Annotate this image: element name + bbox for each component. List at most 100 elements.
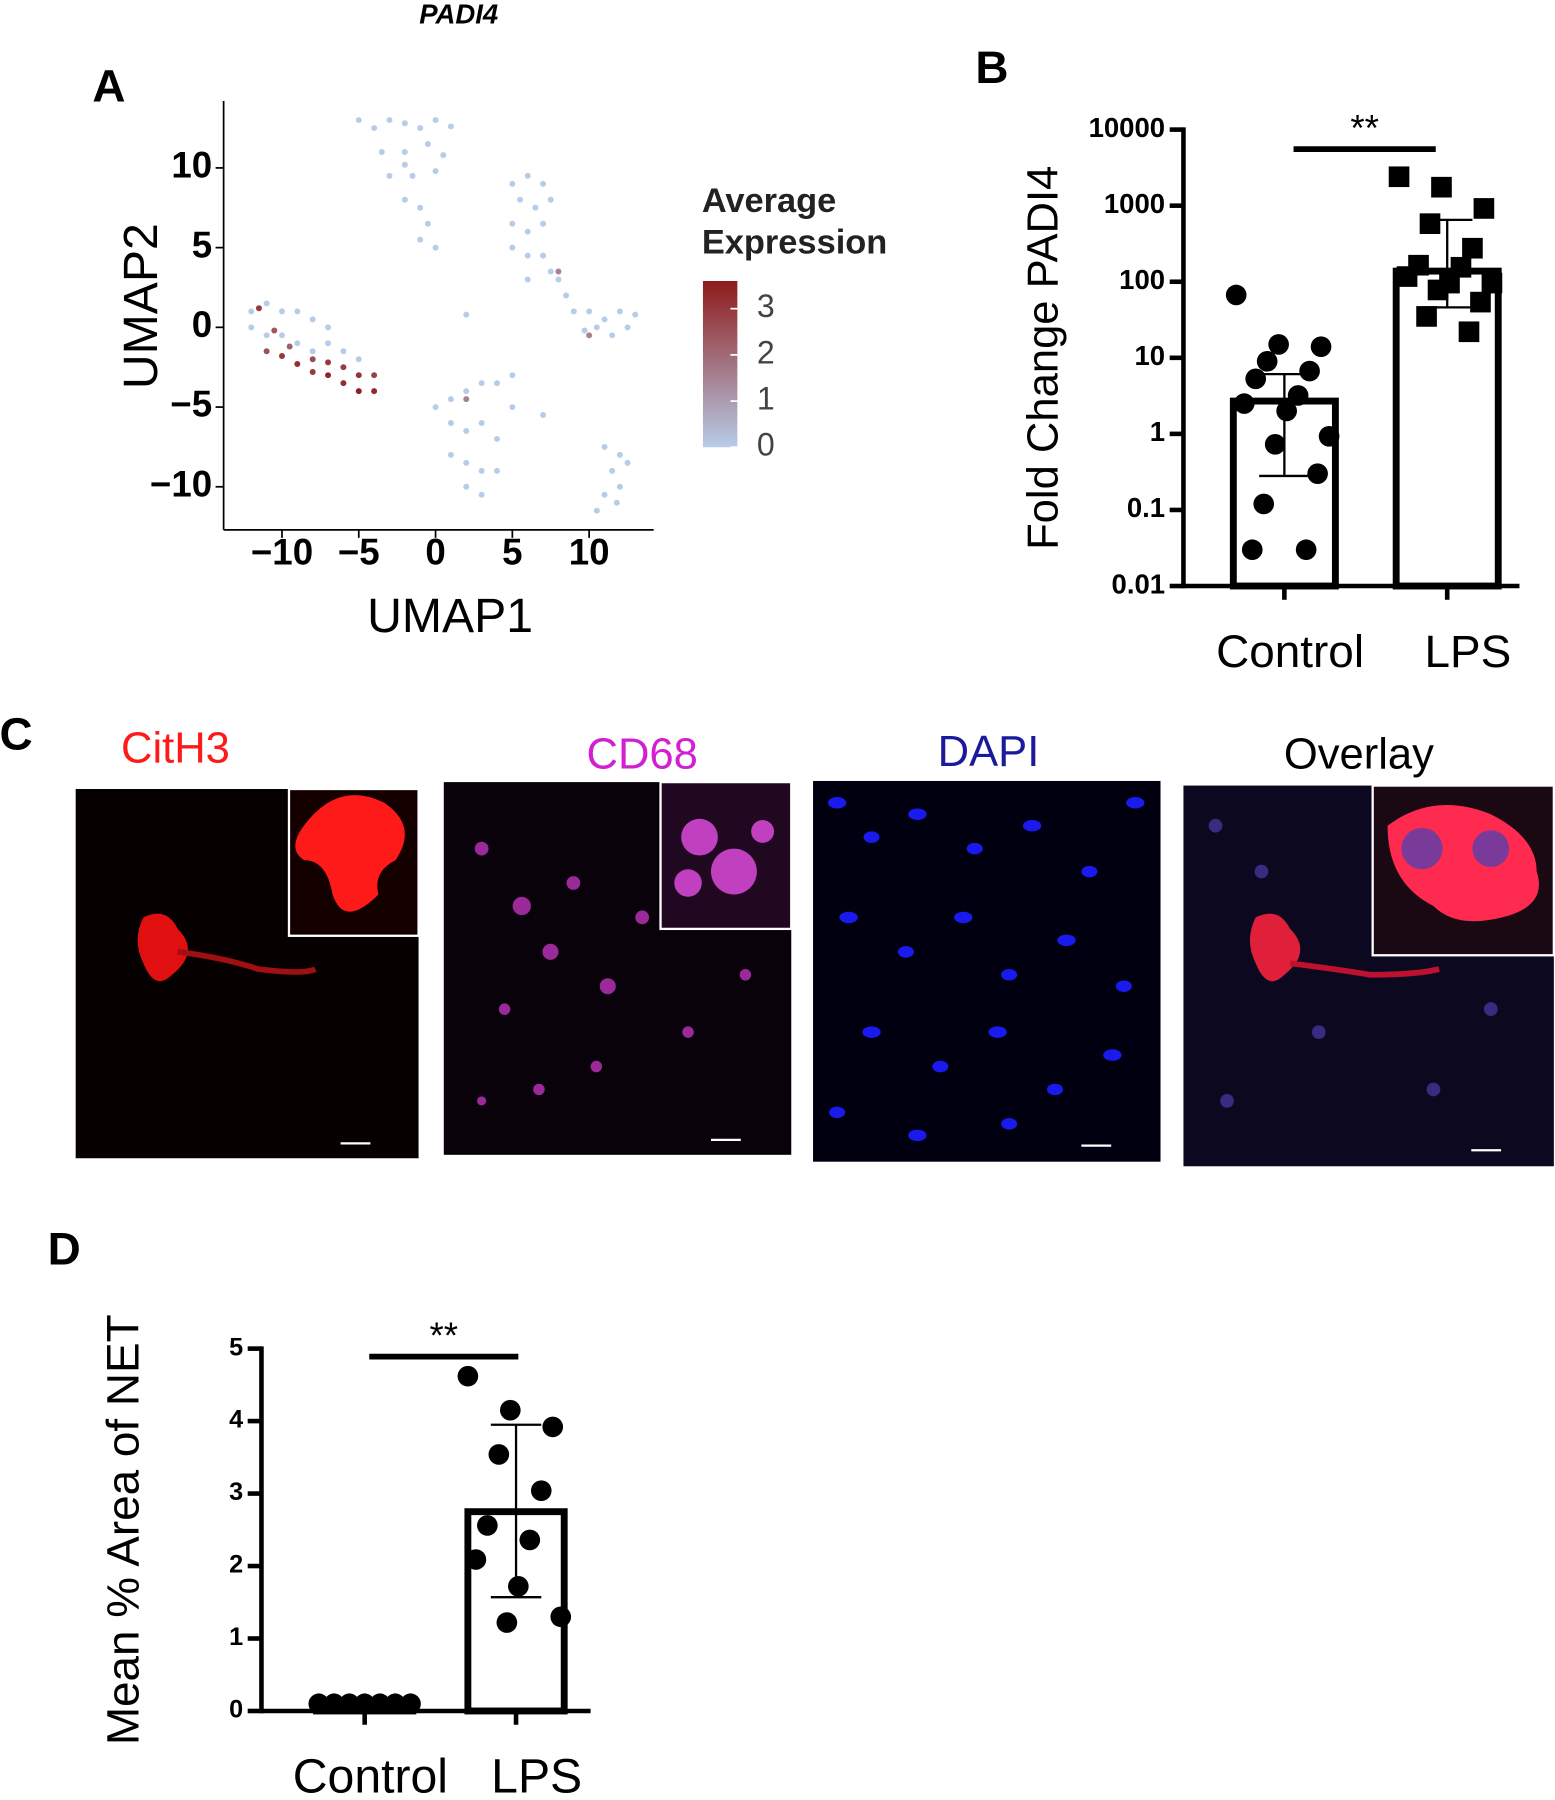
cell-point [371,372,378,379]
x-tick-label: −10 [251,532,313,573]
cell-point [524,172,531,179]
data-point [1388,166,1410,188]
cell-point [386,172,393,179]
cell-point [294,340,301,347]
y-axis-label: Mean % Area of NET [96,1314,148,1745]
image-label: Overlay [1284,730,1434,778]
cell-point [409,172,416,179]
cell-point [586,332,593,339]
cell-point [593,507,600,514]
cell-point [340,380,347,387]
cell-point [325,324,332,331]
cell-point [509,404,516,411]
cell-point [286,343,293,350]
data-point [1396,266,1418,287]
data-point [499,1399,521,1421]
cell-point [509,244,516,251]
cell-point [401,148,408,155]
cell-point [355,356,362,363]
bar [1392,267,1502,590]
figure-title: PADI4 [419,0,498,29]
cell-point [624,459,631,466]
cell-point [463,311,470,318]
colorbar-tick-label: 0 [757,427,775,463]
data-point [1245,368,1267,390]
cell-point [263,332,270,339]
colorbar-tick-label: 3 [757,288,775,324]
x-axis-label: UMAP1 [367,589,533,643]
image-label: DAPI [938,728,1040,776]
cell-point [447,451,454,458]
x-tick-label: Control [1216,625,1364,677]
cell-point [447,420,454,426]
y-tick-label: 1000 [1104,188,1165,219]
data-point [1256,350,1278,372]
cell-point [401,196,408,203]
cell-point [509,220,516,227]
cell-point [601,491,608,498]
cell-point [494,467,500,474]
data-point [1276,400,1297,422]
cell-point [563,292,570,299]
cell-point [463,388,470,395]
legend-title-box: Average Expression [702,182,887,261]
significance-label: ** [1350,107,1379,148]
cell-point [601,443,608,450]
cell-point [463,483,470,490]
cell-point [547,196,554,203]
image-cd68 [443,780,793,1155]
y-tick-label: 5 [229,1333,243,1361]
data-point [508,1576,529,1597]
x-tick-label: 10 [569,532,610,573]
cell-point [340,348,347,355]
data-point [457,1365,479,1387]
cell-point [432,168,439,175]
cell-point [294,361,301,367]
cell-point [248,324,255,331]
colorbar-tick-label: 2 [757,334,775,370]
y-tick-label: 0 [192,304,212,345]
cell-point [540,412,547,419]
y-tick-label: 0.01 [1112,568,1166,599]
cell-point [417,204,424,211]
cell-point [555,276,562,283]
data-point [496,1612,518,1633]
data-point [530,1480,552,1501]
cell-point [494,380,500,387]
y-tick-label: 100 [1119,264,1165,295]
cell-point [478,380,485,387]
cell-point [294,308,301,315]
cell-point [547,268,554,275]
y-tick-label: 5 [192,224,212,265]
image-dapi [813,780,1161,1162]
cell-point [355,117,362,124]
cell-point [570,308,577,315]
y-tick-label: 0.1 [1127,492,1165,523]
cell-point [432,244,439,251]
data-point [1264,433,1286,455]
data-point [1481,272,1503,294]
data-point [550,1606,572,1628]
cell-point [271,327,278,334]
cell-point [309,348,316,355]
cell-point [417,125,424,132]
data-point [1310,336,1332,358]
cell-point [371,388,378,395]
cell-point [309,356,316,363]
y-tick-label: 0 [229,1696,243,1724]
cell-point [616,308,623,315]
cell-point [540,180,547,187]
cell-point [616,451,623,458]
cell-point [386,117,393,124]
data-point [1458,321,1480,343]
cell-point [524,252,531,259]
y-tick-label: 10 [1134,340,1165,371]
cell-point [478,420,485,426]
panel-letter: A [92,60,125,112]
y-tick-label: 4 [229,1406,243,1434]
data-point [1450,256,1472,278]
cell-point [609,332,616,339]
y-tick-label: 2 [229,1551,243,1579]
